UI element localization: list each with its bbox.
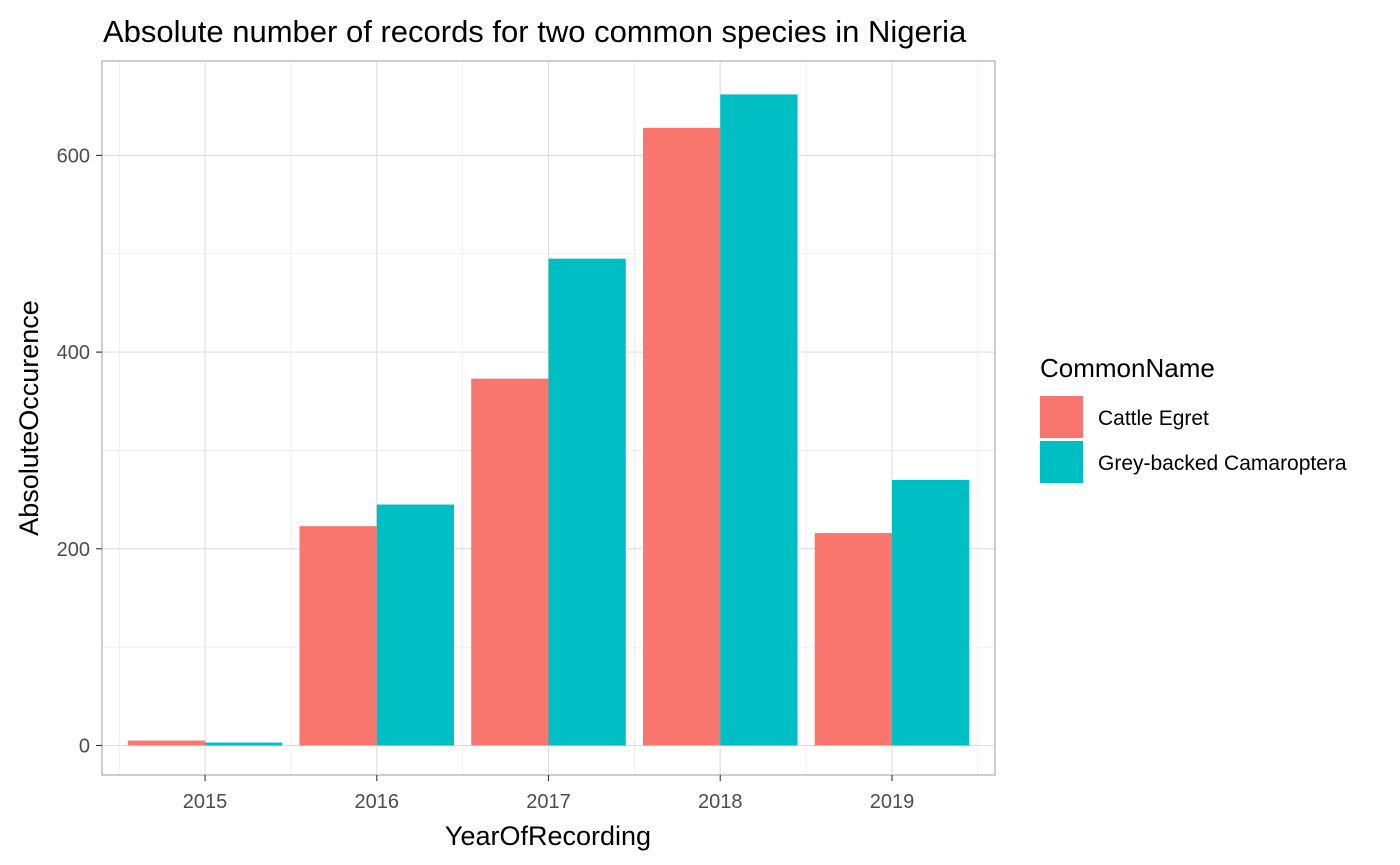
x-tick-label: 2018 bbox=[698, 791, 743, 813]
legend-title: CommonName bbox=[1040, 353, 1215, 383]
y-axis-ticks: 0 200 400 600 bbox=[57, 145, 102, 757]
legend-items: Cattle Egret Grey-backed Camaroptera bbox=[1040, 396, 1347, 483]
legend: CommonName Cattle Egret Grey-backed Camar… bbox=[1040, 353, 1347, 483]
y-tick-label: 400 bbox=[57, 342, 90, 364]
legend-key-grey-backed-camaroptera bbox=[1040, 441, 1083, 483]
bar-grey-backed-camaroptera-2015 bbox=[205, 742, 283, 746]
x-axis-title: YearOfRecording bbox=[445, 821, 651, 851]
legend-label: Grey-backed Camaroptera bbox=[1098, 452, 1347, 475]
y-tick-label: 0 bbox=[79, 735, 90, 757]
x-tick-label: 2015 bbox=[183, 791, 228, 813]
legend-label: Cattle Egret bbox=[1098, 407, 1209, 430]
bar-grey-backed-camaroptera-2018 bbox=[720, 94, 798, 746]
x-axis-ticks: 2015 2016 2017 2018 2019 bbox=[183, 775, 914, 813]
bar-grey-backed-camaroptera-2017 bbox=[548, 258, 626, 746]
x-tick-label: 2017 bbox=[526, 791, 571, 813]
y-tick-label: 600 bbox=[57, 145, 90, 167]
bars bbox=[127, 94, 970, 746]
bar-cattle-egret-2016 bbox=[299, 526, 377, 746]
bar-cattle-egret-2018 bbox=[642, 127, 721, 746]
y-axis-title: AbsoluteOccurence bbox=[14, 300, 44, 536]
legend-key-cattle-egret bbox=[1040, 396, 1083, 438]
y-tick-label: 200 bbox=[57, 539, 90, 561]
chart-title: Absolute number of records for two commo… bbox=[103, 14, 967, 49]
bar-grey-backed-camaroptera-2016 bbox=[376, 504, 455, 746]
bar-cattle-egret-2015 bbox=[127, 740, 206, 746]
bar-grey-backed-camaroptera-2019 bbox=[891, 479, 970, 746]
x-tick-label: 2019 bbox=[870, 791, 915, 813]
x-tick-label: 2016 bbox=[355, 791, 400, 813]
bar-cattle-egret-2019 bbox=[814, 533, 892, 746]
bar-cattle-egret-2017 bbox=[471, 378, 549, 746]
